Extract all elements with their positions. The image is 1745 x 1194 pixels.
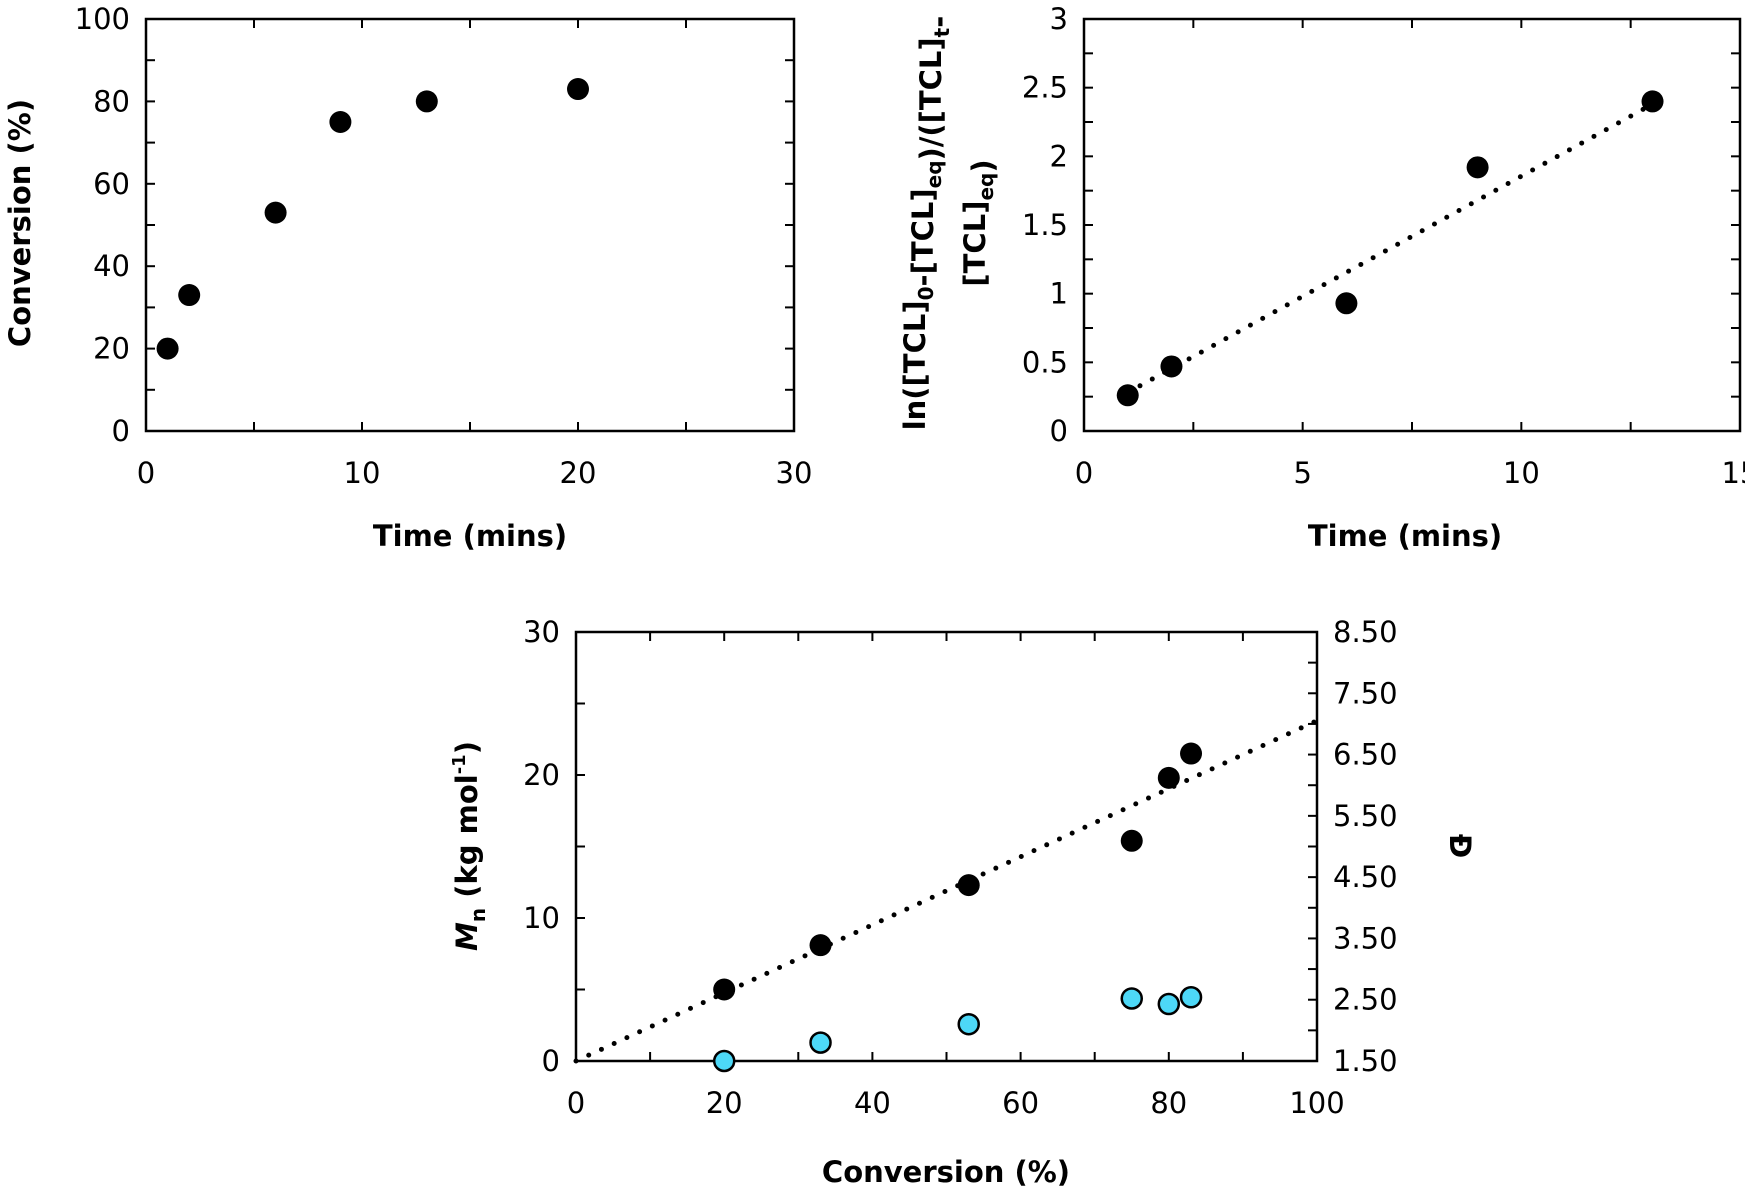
chart3-dispersity-point [809, 1031, 832, 1054]
chart1-plot-frame [144, 17, 796, 433]
chart2-xtick-label: 15 [1722, 456, 1745, 490]
chart2-ytick-label: 2 [1050, 139, 1068, 173]
chart3-y2tick-label: 2.50 [1333, 983, 1398, 1017]
chart2-plot-frame [1082, 17, 1742, 433]
chart1-xtick-label: 30 [776, 456, 813, 490]
chart3-plot-frame [574, 630, 1319, 1063]
chart1-ytick-label: 0 [112, 414, 130, 448]
chart2-ytick-label: 1.5 [1022, 208, 1068, 242]
chart1-ytick-label: 40 [93, 249, 130, 283]
chart3-ylabel: Mn (kg mol-1) [449, 741, 490, 951]
chart1-xtick-label: 0 [137, 456, 155, 490]
chart3-data-point [1180, 742, 1203, 765]
chart3-ytick-label: 30 [523, 615, 560, 649]
chart3-y2tick-label: 3.50 [1333, 921, 1398, 955]
chart3-dispersity-point [712, 1049, 736, 1073]
chart2-xtick-label: 0 [1075, 456, 1093, 490]
chart2-ytick-label: 2.5 [1022, 71, 1068, 105]
chart1-ytick-label: 100 [75, 2, 130, 36]
chart3-ytick-label: 20 [523, 758, 560, 792]
chart1-xtick-label: 20 [560, 456, 597, 490]
chart1-data-point [567, 78, 589, 101]
chart3-y2tick-label: 6.50 [1333, 738, 1398, 772]
chart3-y2tick-label: 7.50 [1333, 676, 1398, 710]
chart3-y2tick-label: 1.50 [1333, 1044, 1398, 1078]
chart2-xtick-label: 5 [1293, 456, 1311, 490]
chart3-y2tick-label: 8.50 [1333, 615, 1398, 649]
chart3-y2label: Đ [1443, 834, 1477, 858]
chart2-ytick-label: 0.5 [1022, 345, 1068, 379]
chart1-ytick-label: 60 [93, 167, 130, 201]
chart2-trendline [1125, 101, 1656, 396]
chart3-xlabel: Conversion (%) [822, 1155, 1070, 1189]
chart2-ytick-label: 3 [1050, 2, 1068, 36]
chart3-dispersity-point [1120, 987, 1143, 1010]
chart1-xtick-label: 10 [344, 456, 381, 490]
chart3-data-point [1157, 766, 1180, 789]
chart3-xtick-label: 40 [854, 1086, 891, 1120]
chart1-ytick-label: 20 [93, 332, 130, 366]
chart3-dispersity-point [1179, 986, 1203, 1009]
chart2-ytick-label: 0 [1050, 414, 1068, 448]
chart2-data-point [1160, 355, 1183, 378]
chart3-data-point [809, 934, 832, 957]
chart3-xtick-label: 80 [1150, 1086, 1187, 1120]
chart3-data-point [1120, 829, 1143, 852]
chart1-xlabel: Time (mins) [373, 519, 567, 553]
chart1-data-point [329, 111, 352, 133]
chart2-data-point [1116, 384, 1139, 407]
chart1-ylabel: Conversion (%) [3, 99, 37, 347]
chart1-data-point [415, 90, 438, 113]
chart3-ytick-label: 0 [542, 1044, 560, 1078]
chart3-data-point [713, 978, 736, 1001]
chart2-data-point [1335, 292, 1358, 315]
chart1-data-point [264, 201, 287, 224]
chart3-trendline [573, 718, 1320, 1064]
chart3-y2tick-label: 5.50 [1333, 799, 1398, 833]
chart2-ylabel-line2: [TCL]eq) [958, 159, 1000, 286]
chart2-xlabel: Time (mins) [1308, 519, 1502, 553]
chart2-ytick-label: 1 [1050, 277, 1068, 311]
chart3-xtick-label: 0 [567, 1086, 585, 1120]
chart3-xtick-label: 20 [706, 1086, 743, 1120]
chart1-data-point [156, 337, 179, 360]
chart3-dispersity-point [1157, 992, 1181, 1016]
chart2-data-point [1466, 156, 1489, 179]
chart2-data-point [1641, 90, 1664, 113]
chart3-xtick-label: 60 [1002, 1086, 1039, 1120]
chart2-ylabel-line1: ln([TCL]0-[TCL]eq)/([TCL]t- [898, 16, 956, 431]
chart2-xtick-label: 10 [1503, 456, 1540, 490]
chart3-data-point [957, 874, 980, 897]
chart3-y2tick-label: 4.50 [1333, 860, 1398, 894]
chart3-xtick-label: 100 [1289, 1086, 1344, 1120]
chart3-dispersity-point [957, 1012, 980, 1036]
chart1-ytick-label: 80 [93, 84, 130, 118]
chart3-ytick-label: 10 [523, 901, 560, 935]
chart1-data-point [178, 284, 201, 307]
